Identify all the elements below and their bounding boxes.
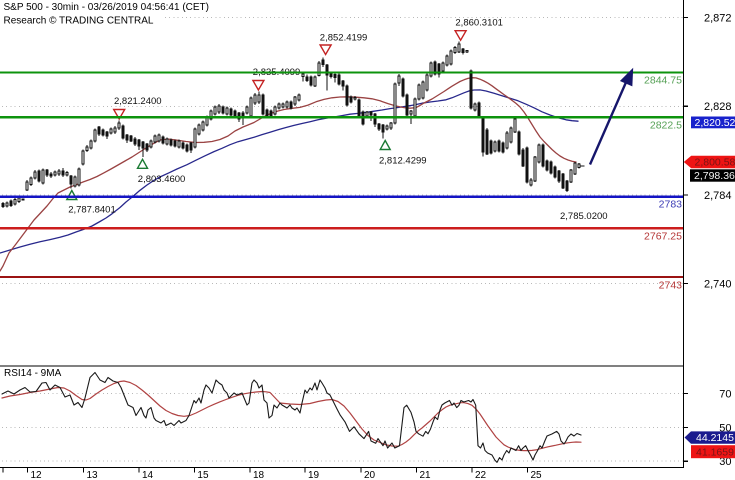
svg-text:2,821.2400: 2,821.2400 <box>114 96 162 107</box>
svg-text:19: 19 <box>308 470 320 480</box>
svg-text:22: 22 <box>475 470 487 480</box>
svg-text:2743: 2743 <box>659 279 683 291</box>
svg-text:RSI14 - 9MA: RSI14 - 9MA <box>4 368 62 379</box>
svg-text:20: 20 <box>364 470 376 480</box>
svg-text:18: 18 <box>253 470 265 480</box>
svg-text:2,803.4600: 2,803.4600 <box>138 174 186 185</box>
svg-text:2,787.8401: 2,787.8401 <box>68 205 116 216</box>
svg-text:S&P 500 - 30min - 03/26/2019 0: S&P 500 - 30min - 03/26/2019 04:56:41 (C… <box>4 2 210 13</box>
svg-text:2,800.58: 2,800.58 <box>695 157 735 169</box>
svg-text:2783: 2783 <box>659 199 683 211</box>
svg-text:2,828: 2,828 <box>704 101 732 113</box>
svg-text:14: 14 <box>142 470 154 480</box>
svg-text:21: 21 <box>420 470 432 480</box>
svg-text:15: 15 <box>197 470 209 480</box>
svg-text:41.1659: 41.1659 <box>696 447 734 459</box>
svg-text:30: 30 <box>719 456 731 468</box>
svg-text:2,872: 2,872 <box>704 12 732 24</box>
svg-text:2,860.3101: 2,860.3101 <box>455 17 503 28</box>
svg-text:13: 13 <box>87 470 99 480</box>
svg-text:25: 25 <box>531 470 543 480</box>
svg-text:2,798.36: 2,798.36 <box>694 170 735 182</box>
svg-text:44.2145: 44.2145 <box>696 432 734 444</box>
svg-text:12: 12 <box>31 470 43 480</box>
svg-text:2,812.4299: 2,812.4299 <box>379 156 427 167</box>
svg-text:70: 70 <box>719 388 731 400</box>
svg-text:2,740: 2,740 <box>704 278 732 290</box>
svg-text:2,785.0200: 2,785.0200 <box>560 211 608 222</box>
svg-text:50: 50 <box>719 422 731 434</box>
svg-text:2,784: 2,784 <box>704 190 732 202</box>
svg-text:2,820.52: 2,820.52 <box>695 117 735 129</box>
svg-text:2,852.4199: 2,852.4199 <box>320 33 368 44</box>
svg-text:2822.5: 2822.5 <box>650 120 682 132</box>
svg-text:2767.25: 2767.25 <box>644 230 682 242</box>
svg-text:2844.75: 2844.75 <box>644 75 682 87</box>
svg-text:Research © TRADING CENTRAL: Research © TRADING CENTRAL <box>4 15 154 26</box>
